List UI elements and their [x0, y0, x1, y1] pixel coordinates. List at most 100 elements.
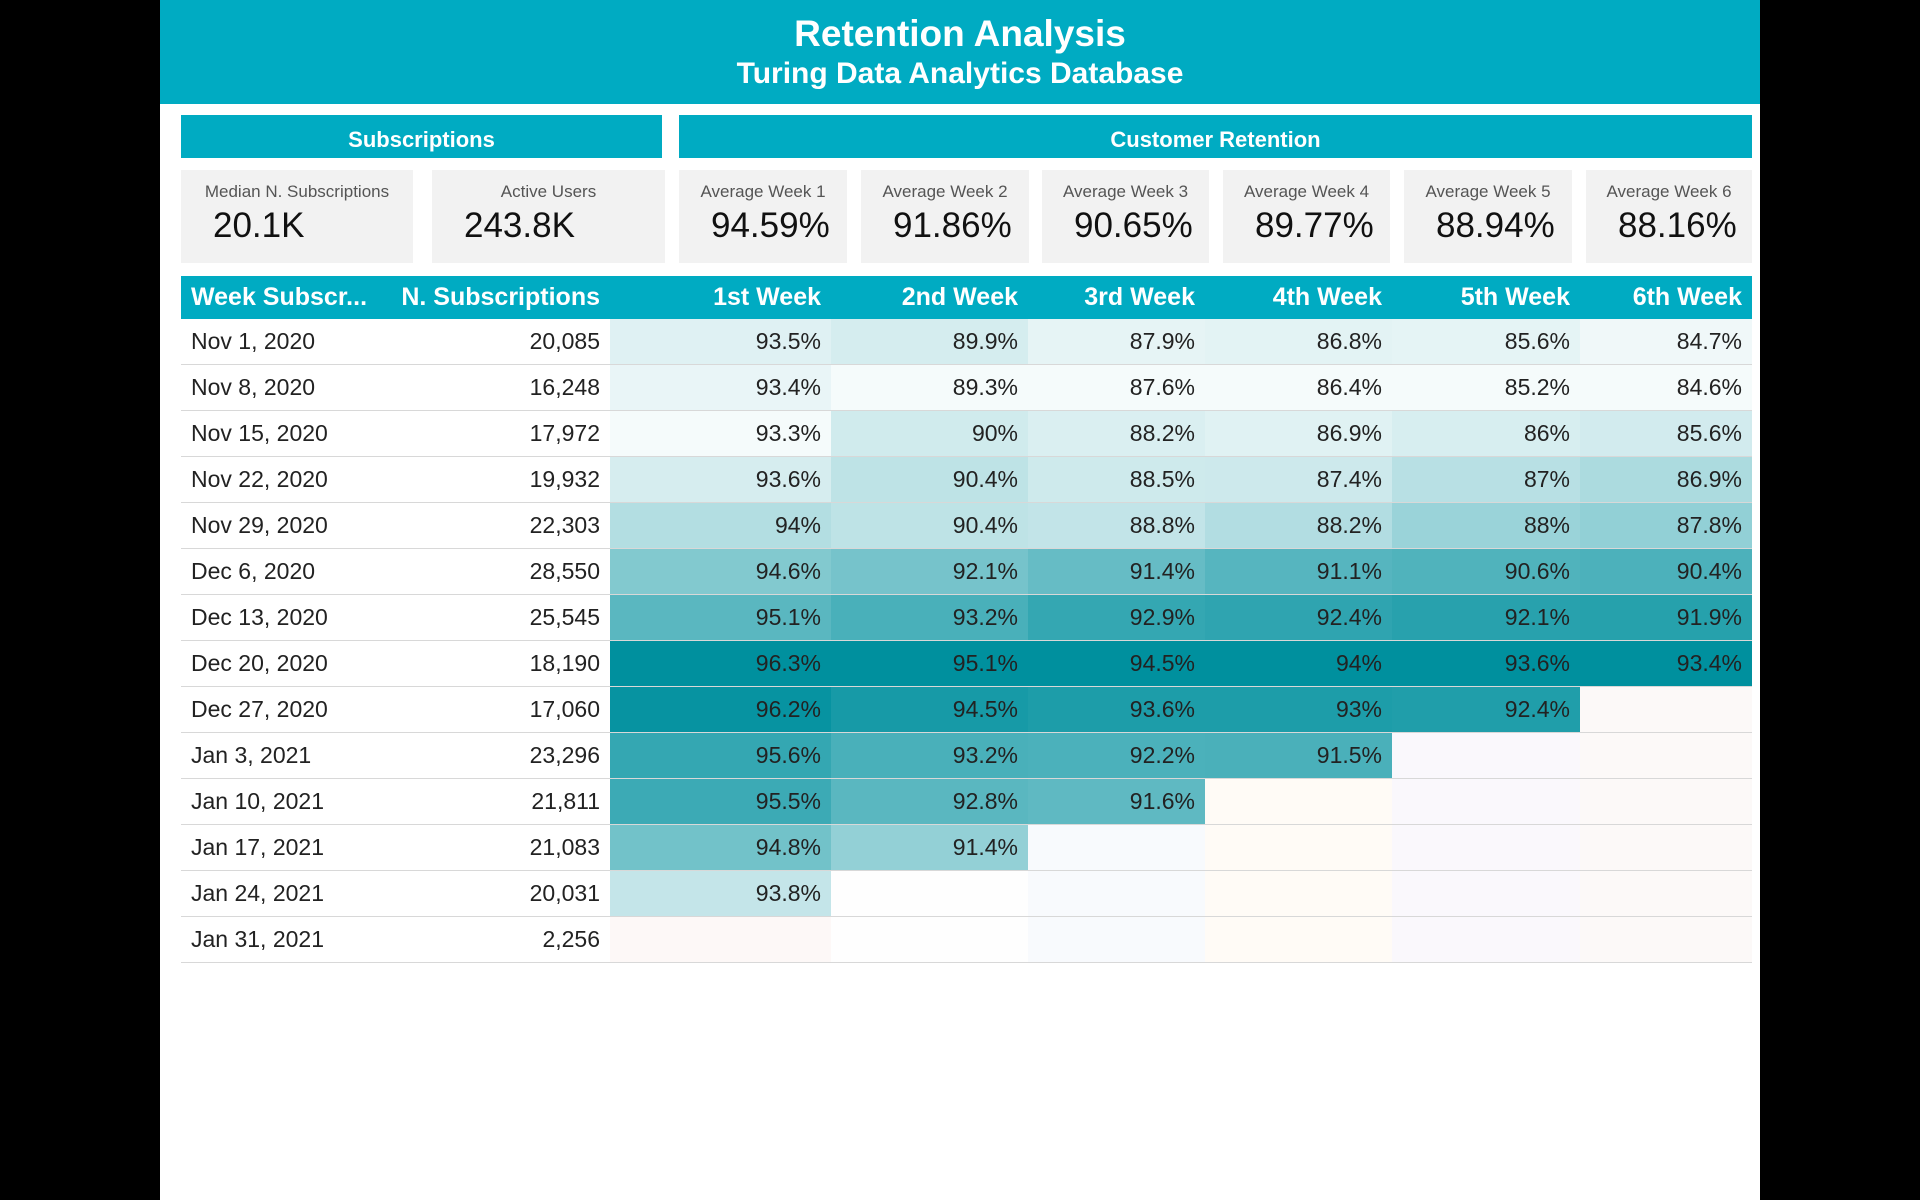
- cell-week-5-retention: 86%: [1392, 410, 1580, 457]
- table-row[interactable]: Nov 8, 2020 16,248 93.4% 89.3% 87.6% 86.4% 85.…: [181, 364, 1752, 411]
- cell-n-subscriptions: 25,545: [391, 594, 610, 641]
- cell-week-1-retention: 94%: [610, 502, 831, 549]
- cell-week-6-retention: [1580, 916, 1752, 963]
- cell-week-2-retention: 91.4%: [831, 824, 1028, 871]
- cell-week-subscribed: Jan 24, 2021: [181, 870, 391, 917]
- cell-week-2-retention: [831, 916, 1028, 963]
- column-header-6th-week[interactable]: 6th Week: [1580, 276, 1752, 319]
- cell-week-3-retention: 88.8%: [1028, 502, 1205, 549]
- cell-week-1-retention: 95.5%: [610, 778, 831, 825]
- cell-week-1-retention: 93.8%: [610, 870, 831, 917]
- cell-n-subscriptions: 21,811: [391, 778, 610, 825]
- cell-week-6-retention: [1580, 870, 1752, 917]
- cell-n-subscriptions: 19,932: [391, 456, 610, 503]
- report-subtitle: Turing Data Analytics Database: [736, 57, 1184, 90]
- cell-week-1-retention: 95.6%: [610, 732, 831, 779]
- cell-week-5-retention: 90.6%: [1392, 548, 1580, 595]
- column-header-week-subscribed[interactable]: Week Subscr...: [181, 276, 391, 319]
- cell-week-2-retention: 90.4%: [831, 502, 1028, 549]
- cell-n-subscriptions: 18,190: [391, 640, 610, 687]
- kpi-median-subscriptions: Median N. Subscriptions 20.1K: [181, 170, 413, 263]
- table-row[interactable]: Dec 6, 2020 28,550 94.6% 92.1% 91.4% 91.1% 90.…: [181, 548, 1752, 595]
- cell-week-3-retention: 93.6%: [1028, 686, 1205, 733]
- cell-week-2-retention: 92.8%: [831, 778, 1028, 825]
- cell-week-5-retention: 92.1%: [1392, 594, 1580, 641]
- kpi-average-week-6: Average Week 6 88.16%: [1586, 170, 1752, 263]
- kpi-value: 91.86%: [893, 206, 1012, 245]
- cell-week-4-retention: 87.4%: [1205, 456, 1392, 503]
- kpi-label: Average Week 6: [1606, 182, 1732, 201]
- table-row[interactable]: Nov 22, 2020 19,932 93.6% 90.4% 88.5% 87.4% 87…: [181, 456, 1752, 503]
- cell-week-4-retention: 86.9%: [1205, 410, 1392, 457]
- cell-week-2-retention: 93.2%: [831, 732, 1028, 779]
- cell-week-1-retention: 93.4%: [610, 364, 831, 411]
- table-header-row: Week Subscr... N. Subscriptions 1st Week…: [181, 276, 1752, 319]
- cell-week-5-retention: [1392, 778, 1580, 825]
- kpi-label: Average Week 3: [1062, 182, 1189, 201]
- cell-week-6-retention: 87.8%: [1580, 502, 1752, 549]
- column-header-5th-week[interactable]: 5th Week: [1392, 276, 1580, 319]
- table-row[interactable]: Nov 1, 2020 20,085 93.5% 89.9% 87.9% 86.8% 85.…: [181, 319, 1752, 365]
- cell-week-3-retention: [1028, 916, 1205, 963]
- table-row[interactable]: Dec 27, 2020 17,060 96.2% 94.5% 93.6% 93% 92.4…: [181, 686, 1752, 733]
- cell-week-2-retention: 89.3%: [831, 364, 1028, 411]
- kpi-average-week-5: Average Week 5 88.94%: [1404, 170, 1572, 263]
- cell-week-4-retention: [1205, 870, 1392, 917]
- cell-week-6-retention: 86.9%: [1580, 456, 1752, 503]
- cell-week-subscribed: Jan 17, 2021: [181, 824, 391, 871]
- cell-week-3-retention: 91.4%: [1028, 548, 1205, 595]
- column-header-2nd-week[interactable]: 2nd Week: [831, 276, 1028, 319]
- column-header-n-subscriptions[interactable]: N. Subscriptions: [391, 276, 610, 319]
- kpi-average-week-2: Average Week 2 91.86%: [861, 170, 1029, 263]
- cell-week-5-retention: 88%: [1392, 502, 1580, 549]
- kpi-average-week-3: Average Week 3 90.65%: [1042, 170, 1209, 263]
- cell-week-3-retention: 94.5%: [1028, 640, 1205, 687]
- cell-week-4-retention: [1205, 916, 1392, 963]
- cell-week-4-retention: 92.4%: [1205, 594, 1392, 641]
- table-row[interactable]: Dec 20, 2020 18,190 96.3% 95.1% 94.5% 94% 93.6…: [181, 640, 1752, 687]
- cell-week-5-retention: [1392, 870, 1580, 917]
- cell-week-1-retention: 96.2%: [610, 686, 831, 733]
- column-header-4th-week[interactable]: 4th Week: [1205, 276, 1392, 319]
- cell-n-subscriptions: 17,060: [391, 686, 610, 733]
- cell-week-5-retention: 85.2%: [1392, 364, 1580, 411]
- cell-week-subscribed: Nov 22, 2020: [181, 456, 391, 503]
- table-row[interactable]: Jan 3, 2021 23,296 95.6% 93.2% 92.2% 91.5%: [181, 732, 1752, 779]
- table-row[interactable]: Jan 17, 2021 21,083 94.8% 91.4%: [181, 824, 1752, 871]
- cell-week-5-retention: [1392, 732, 1580, 779]
- kpi-label: Active Users: [500, 182, 597, 201]
- cell-week-4-retention: 88.2%: [1205, 502, 1392, 549]
- cell-n-subscriptions: 17,972: [391, 410, 610, 457]
- table-row[interactable]: Jan 10, 2021 21,811 95.5% 92.8% 91.6%: [181, 778, 1752, 825]
- cell-week-5-retention: [1392, 916, 1580, 963]
- cell-week-6-retention: 84.7%: [1580, 319, 1752, 365]
- cell-week-4-retention: 94%: [1205, 640, 1392, 687]
- cell-week-4-retention: 86.4%: [1205, 364, 1392, 411]
- kpi-label: Average Week 4: [1243, 182, 1370, 201]
- column-header-3rd-week[interactable]: 3rd Week: [1028, 276, 1205, 319]
- table-row[interactable]: Dec 13, 2020 25,545 95.1% 93.2% 92.9% 92.4% 92…: [181, 594, 1752, 641]
- table-row[interactable]: Nov 15, 2020 17,972 93.3% 90% 88.2% 86.9% 86% 8…: [181, 410, 1752, 457]
- cell-week-1-retention: 94.6%: [610, 548, 831, 595]
- cell-week-5-retention: 87%: [1392, 456, 1580, 503]
- table-row[interactable]: Jan 31, 2021 2,256: [181, 916, 1752, 963]
- cell-week-subscribed: Nov 15, 2020: [181, 410, 391, 457]
- cell-week-3-retention: 87.6%: [1028, 364, 1205, 411]
- cell-week-subscribed: Nov 1, 2020: [181, 319, 391, 365]
- cell-n-subscriptions: 20,031: [391, 870, 610, 917]
- cell-week-2-retention: 92.1%: [831, 548, 1028, 595]
- cell-week-6-retention: 93.4%: [1580, 640, 1752, 687]
- cell-week-6-retention: 91.9%: [1580, 594, 1752, 641]
- table-row[interactable]: Nov 29, 2020 22,303 94% 90.4% 88.8% 88.2% 88% 8…: [181, 502, 1752, 549]
- table-row[interactable]: Jan 24, 2021 20,031 93.8%: [181, 870, 1752, 917]
- cell-week-2-retention: 93.2%: [831, 594, 1028, 641]
- cell-n-subscriptions: 16,248: [391, 364, 610, 411]
- cell-week-1-retention: 95.1%: [610, 594, 831, 641]
- cell-week-1-retention: 94.8%: [610, 824, 831, 871]
- subscriptions-section-header: Subscriptions: [181, 115, 662, 158]
- column-header-1st-week[interactable]: 1st Week: [610, 276, 831, 319]
- cell-week-2-retention: 95.1%: [831, 640, 1028, 687]
- kpi-value: 89.77%: [1255, 206, 1374, 245]
- cell-week-4-retention: 91.1%: [1205, 548, 1392, 595]
- kpi-active-users: Active Users 243.8K: [432, 170, 665, 263]
